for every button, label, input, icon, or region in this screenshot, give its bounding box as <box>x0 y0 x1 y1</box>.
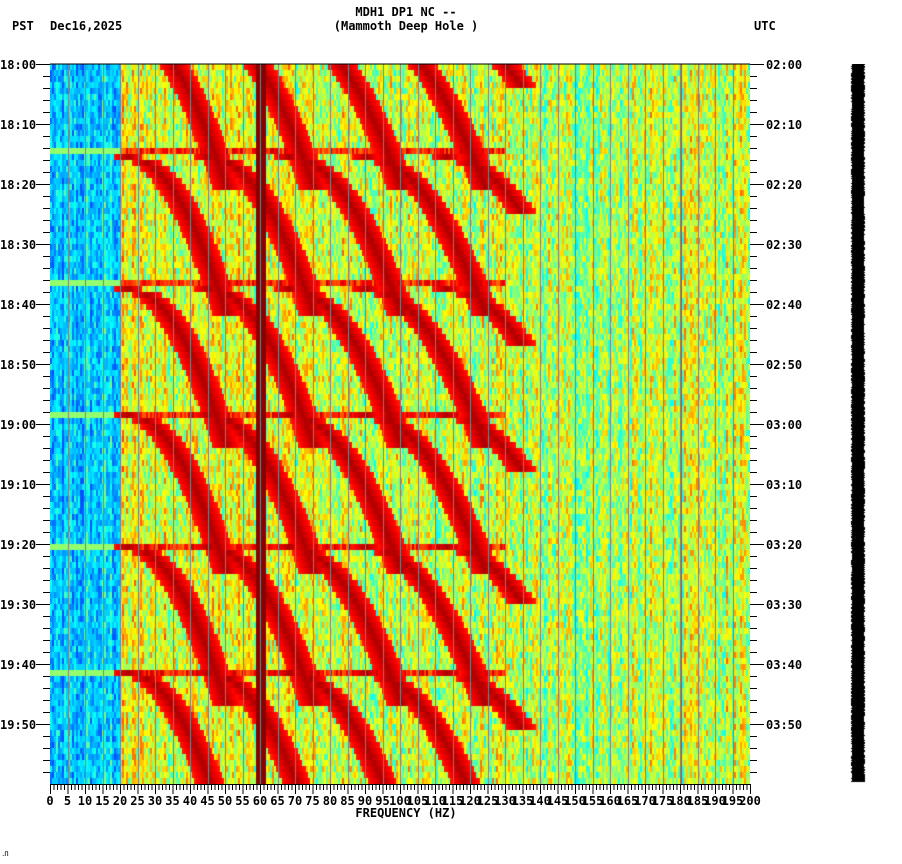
y-tick-label-left: 18:40 <box>0 298 37 312</box>
y-tick-label-left: 19:20 <box>0 538 37 552</box>
x-tick-label: 190 <box>704 794 726 808</box>
y-tick-label-left: 19:40 <box>0 658 37 672</box>
x-tick-label: 95 <box>375 794 390 808</box>
x-tick-label: 185 <box>686 794 709 808</box>
x-tick-label: 0 <box>46 794 54 808</box>
y-tick-label-left: 19:50 <box>0 718 37 732</box>
x-tick-label: 160 <box>599 794 621 808</box>
x-tick-label: 55 <box>235 794 250 808</box>
x-tick-label: 110 <box>424 794 446 808</box>
y-tick-label-left: 19:30 <box>0 598 37 612</box>
y-tick-label-right: 02:30 <box>766 238 803 252</box>
y-tick-label-right: 02:00 <box>766 58 803 72</box>
date-label: Dec16,2025 <box>50 19 123 33</box>
y-tick-label-right: 02:20 <box>766 178 803 192</box>
x-tick-label: 65 <box>270 794 285 808</box>
y-tick-label-left: 19:00 <box>0 418 37 432</box>
x-tick-label: 165 <box>616 794 639 808</box>
y-tick-label-left: 18:50 <box>0 358 37 372</box>
y-tick-label-left: 18:00 <box>0 58 37 72</box>
x-tick-label: 180 <box>669 794 691 808</box>
x-tick-label: 25 <box>130 794 145 808</box>
y-tick-label-right: 03:50 <box>766 718 803 732</box>
x-tick-label: 90 <box>357 794 373 808</box>
x-tick-label: 75 <box>305 794 320 808</box>
x-tick-label: 175 <box>651 794 674 808</box>
x-tick-label: 10 <box>77 794 93 808</box>
x-tick-label: 200 <box>739 794 761 808</box>
x-tick-label: 40 <box>182 794 198 808</box>
x-tick-label: 170 <box>634 794 656 808</box>
y-tick-label-right: 03:10 <box>766 478 803 492</box>
corner-mark: ․Ո <box>2 850 9 858</box>
x-tick-label: 140 <box>529 794 551 808</box>
y-tick-label-left: 18:10 <box>0 118 37 132</box>
y-tick-label-right: 03:20 <box>766 538 803 552</box>
x-tick-label: 105 <box>406 794 429 808</box>
chart-title: MDH1 DP1 NC -- <box>355 5 457 19</box>
x-tick-label: 125 <box>476 794 499 808</box>
x-tick-label: 100 <box>389 794 411 808</box>
spectrogram-plot <box>50 64 750 784</box>
x-tick-label: 15 <box>95 794 110 808</box>
x-tick-label: 145 <box>546 794 569 808</box>
x-axis-label: FREQUENCY (HZ) <box>355 806 457 820</box>
y-tick-label-right: 02:50 <box>766 358 803 372</box>
x-tick-label: 5 <box>63 794 72 808</box>
x-tick-label: 80 <box>322 794 338 808</box>
left-timezone-label: PST <box>12 19 34 33</box>
x-tick-label: 50 <box>217 794 233 808</box>
x-tick-label: 30 <box>147 794 163 808</box>
x-tick-label: 35 <box>165 794 180 808</box>
x-tick-label: 195 <box>721 794 744 808</box>
x-tick-label: 150 <box>564 794 586 808</box>
y-tick-label-left: 18:20 <box>0 178 37 192</box>
x-tick-label: 70 <box>287 794 303 808</box>
x-tick-label: 155 <box>581 794 604 808</box>
x-tick-label: 60 <box>252 794 268 808</box>
x-tick-label: 85 <box>340 794 355 808</box>
y-tick-label-right: 03:00 <box>766 418 803 432</box>
x-tick-label: 130 <box>494 794 516 808</box>
x-tick-label: 115 <box>441 794 464 808</box>
y-tick-label-right: 03:40 <box>766 658 803 672</box>
y-tick-label-right: 02:10 <box>766 118 803 132</box>
chart-subtitle: (Mammoth Deep Hole ) <box>333 19 479 33</box>
y-tick-label-right: 02:40 <box>766 298 803 312</box>
x-tick-label: 120 <box>459 794 481 808</box>
y-tick-label-left: 18:30 <box>0 238 37 252</box>
x-tick-label: 45 <box>200 794 215 808</box>
x-tick-label: 135 <box>511 794 534 808</box>
right-timezone-label: UTC <box>754 19 776 33</box>
y-tick-label-left: 19:10 <box>0 478 37 492</box>
x-tick-label: 20 <box>112 794 128 808</box>
y-tick-label-right: 03:30 <box>766 598 803 612</box>
amplitude-strip <box>850 64 866 784</box>
